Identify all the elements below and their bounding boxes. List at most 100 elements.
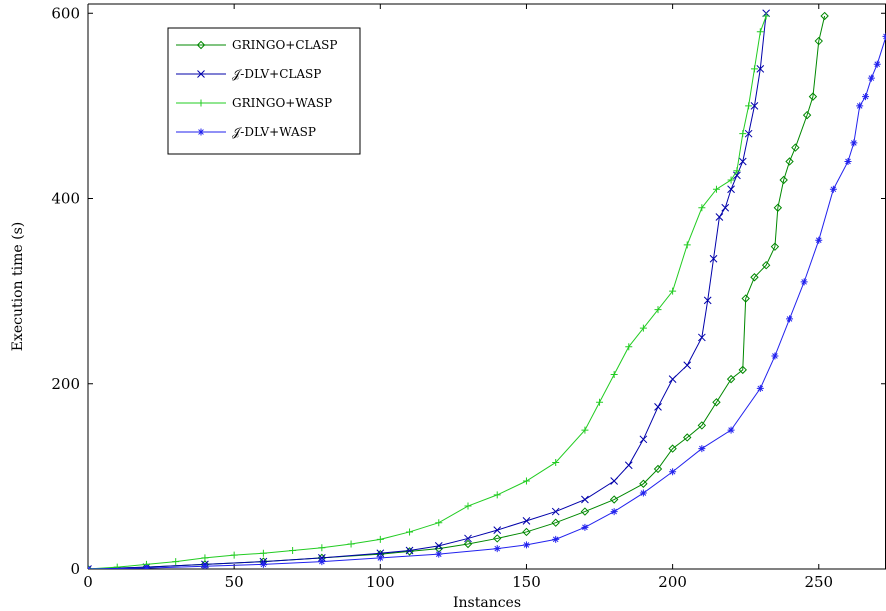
x-tick-label-2: 100 (366, 573, 395, 591)
series-3-point-23 (850, 139, 858, 147)
series-0-point-22 (741, 294, 750, 303)
series-2-point-31 (750, 65, 758, 73)
series-1-point-8 (464, 534, 472, 543)
series-3-point-25 (862, 93, 870, 101)
series-line-0 (88, 15, 826, 569)
series-3-point-1 (142, 564, 150, 569)
series-2-point-18 (596, 398, 604, 406)
series-0-point-32 (814, 36, 823, 46)
series-2-point-4 (201, 554, 209, 562)
series-2-point-13 (464, 502, 472, 510)
series-2-point-17 (581, 426, 589, 434)
series-3-point-17 (771, 352, 779, 360)
series-2-point-5 (230, 551, 238, 559)
series-2-point-8 (318, 544, 326, 552)
series-3-point-2 (201, 562, 209, 569)
series-1-point-18 (683, 361, 692, 370)
series-2-point-19 (610, 370, 618, 378)
series-2 (88, 12, 770, 569)
series-0-point-25 (770, 242, 780, 251)
series-1-point-23 (721, 203, 730, 212)
series-2-point-22 (654, 306, 662, 314)
legend-marker-0 (196, 40, 206, 50)
series-1-point-11 (551, 507, 560, 516)
series-2-point-9 (347, 540, 355, 548)
series-0-point-13 (609, 495, 619, 504)
series-0-point-19 (712, 398, 721, 407)
series-0-point-28 (785, 157, 794, 166)
series-2-point-1 (113, 563, 121, 569)
series-1-point-17 (668, 375, 677, 383)
series-0-point-17 (683, 433, 692, 442)
series-2-point-15 (522, 477, 530, 485)
series-0-point-16 (668, 444, 677, 453)
series-1-point-20 (703, 296, 712, 305)
ticks: 0 50 100 150 200 250 0 200 400 600 (51, 4, 886, 591)
series-0-point-8 (463, 539, 473, 549)
y-axis-label: Execution time (s) (10, 222, 26, 351)
legend-label-3: 𝒥-DLV+WASP (232, 125, 316, 139)
legend-marker-1 (197, 70, 205, 78)
series-2-point-26 (712, 185, 720, 193)
series-3-point-26 (867, 74, 875, 82)
series-3-point-6 (435, 550, 443, 558)
series-2-point-12 (435, 519, 443, 527)
series-2-point-20 (625, 343, 633, 351)
series-3-point-10 (581, 523, 589, 531)
series-0-point-27 (779, 175, 788, 185)
series-0-point-23 (750, 273, 759, 282)
series-3-point-19 (800, 278, 808, 286)
x-axis-label: Instances (453, 595, 521, 611)
series-3-point-5 (376, 554, 384, 562)
series-0-point-33 (820, 11, 829, 21)
series-0-point-14 (639, 479, 648, 488)
series-2-point-30 (745, 102, 753, 110)
y-tick-label-3: 600 (51, 4, 80, 22)
series-0-point-29 (791, 143, 800, 152)
series-0-point-11 (551, 518, 560, 527)
legend-label-0: GRINGO+CLASP (232, 38, 337, 52)
series-1-point-7 (434, 541, 443, 550)
series-2-point-11 (406, 528, 414, 536)
x-tick-label-1: 50 (225, 573, 244, 591)
series-3-point-9 (552, 535, 560, 543)
series-3-point-11 (610, 508, 618, 516)
series-1-point-29 (756, 64, 765, 73)
series-1-point-22 (715, 213, 724, 221)
series-1-point-12 (581, 495, 589, 504)
x-tick-label-4: 200 (658, 573, 687, 591)
series-0-point-20 (726, 374, 736, 384)
series-3 (88, 32, 886, 569)
series-0-point-21 (738, 365, 747, 375)
series-3-point-0 (88, 565, 92, 569)
series-3-point-20 (815, 236, 823, 244)
series-1-point-28 (750, 102, 759, 110)
series-1-point-6 (405, 546, 414, 555)
series-1-point-21 (709, 254, 718, 263)
series-2-point-23 (669, 287, 677, 295)
y-tick-label-0: 0 (70, 560, 80, 578)
series-0-point-9 (493, 534, 502, 543)
legend-label-1: 𝒥-DLV+CLASP (232, 67, 321, 81)
series-2-point-32 (756, 28, 764, 36)
series-3-point-21 (829, 185, 837, 193)
series-1-point-9 (493, 526, 502, 534)
series-3-point-12 (639, 489, 647, 497)
series-2-point-28 (733, 167, 741, 175)
series-0-point-12 (580, 507, 590, 516)
series-0-point-26 (773, 203, 783, 212)
series-1-point-13 (610, 477, 619, 485)
series-2-point-33 (762, 12, 770, 20)
series-2-point-6 (259, 549, 267, 557)
series-2-point-21 (639, 324, 647, 332)
series-0-point-15 (653, 464, 663, 474)
x-tick-label-0: 0 (83, 573, 93, 591)
series-3-point-14 (698, 445, 706, 453)
series-1-point-19 (697, 333, 706, 342)
series-2-point-10 (376, 535, 384, 543)
series-0-point-10 (522, 527, 531, 537)
series-1-point-25 (733, 171, 741, 180)
series-0-point-18 (697, 421, 707, 430)
series-1-point-26 (738, 157, 747, 166)
